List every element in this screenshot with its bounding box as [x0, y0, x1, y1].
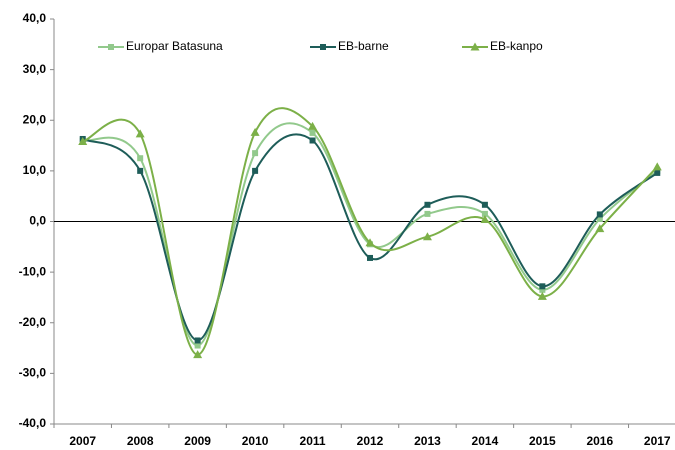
point [481, 210, 488, 217]
legend-marker [108, 44, 114, 50]
point [539, 283, 546, 290]
legend-label: EB-barne [338, 39, 389, 53]
y-tick-label: 40,0 [23, 11, 47, 25]
point [481, 201, 488, 208]
x-tick-label: 2009 [184, 434, 211, 448]
x-tick-label: 2010 [242, 434, 269, 448]
legend-label: Europar Batasuna [126, 39, 223, 53]
x-tick-label: 2011 [300, 434, 326, 448]
point [137, 167, 144, 174]
x-tick-label: 2008 [127, 434, 154, 448]
series-line [82, 133, 658, 342]
x-tick-label: 2013 [414, 434, 441, 448]
point [193, 350, 203, 359]
point [654, 169, 661, 176]
point [652, 162, 662, 171]
x-tick-label: 2014 [472, 434, 499, 448]
y-tick-label: -20,0 [19, 315, 47, 329]
point [78, 137, 88, 146]
point [309, 137, 316, 144]
point [365, 238, 375, 247]
point [422, 232, 432, 241]
point [537, 291, 547, 300]
point [135, 129, 145, 138]
legend-marker [470, 42, 480, 51]
x-tick-label: 2017 [644, 434, 671, 448]
point [596, 211, 603, 218]
legend-marker [320, 44, 326, 50]
x-tick-label: 2007 [69, 434, 96, 448]
point [595, 224, 605, 233]
y-tick-label: -40,0 [19, 416, 47, 430]
y-tick-label: -10,0 [19, 264, 47, 278]
point [194, 337, 201, 344]
point [480, 214, 490, 223]
point [424, 201, 431, 208]
point [596, 215, 603, 222]
point [367, 254, 373, 261]
point [137, 155, 144, 162]
y-tick-label: 30,0 [23, 62, 47, 76]
y-tick-label: -30,0 [19, 366, 47, 380]
y-tick-label: 0,0 [29, 214, 46, 228]
point [252, 150, 259, 157]
point [424, 210, 431, 217]
x-tick-label: 2015 [529, 434, 556, 448]
point [250, 127, 260, 136]
y-tick-label: 10,0 [23, 163, 47, 177]
legend-label: EB-kanpo [490, 39, 543, 53]
point [539, 286, 546, 293]
x-tick-label: 2012 [357, 434, 384, 448]
point [252, 167, 259, 174]
x-tick-label: 2016 [586, 434, 613, 448]
y-tick-label: 20,0 [23, 112, 47, 126]
series-line [82, 107, 659, 356]
point [309, 129, 316, 136]
point [194, 342, 201, 349]
series-line [82, 122, 658, 347]
point [308, 121, 318, 130]
